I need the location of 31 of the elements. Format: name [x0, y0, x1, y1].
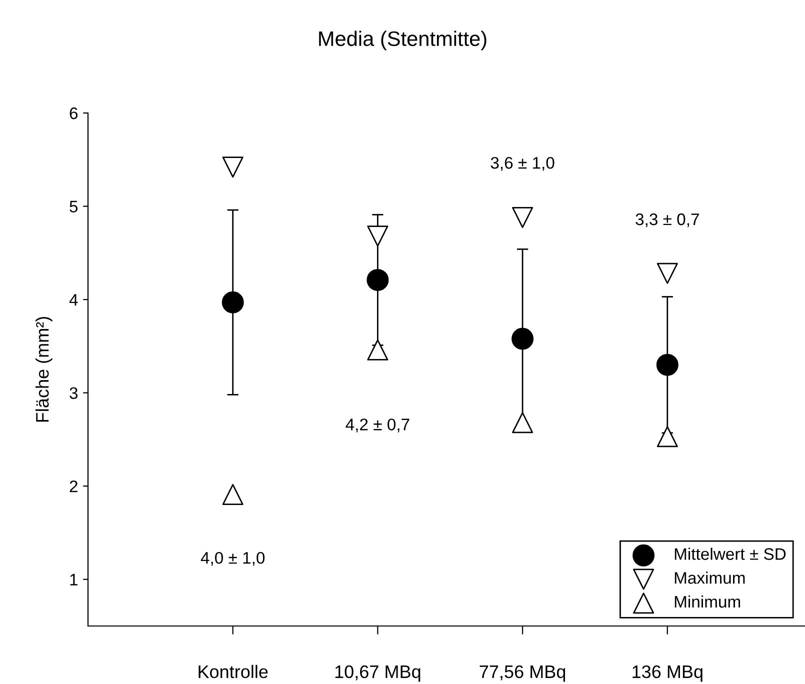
point — [656, 426, 678, 448]
point — [367, 339, 388, 360]
point — [656, 354, 678, 376]
y-tick-label: 5 — [70, 200, 78, 212]
y-tick-label: 2 — [70, 480, 78, 492]
point — [512, 328, 534, 350]
point — [512, 412, 534, 434]
point — [367, 226, 388, 247]
legend-label: Mittelwert ± SD — [674, 548, 786, 560]
x-tick-label: Kontrolle — [198, 664, 268, 678]
annotation: 4,2 ± 0,7 — [346, 418, 410, 432]
legend-label: Minimum — [674, 595, 740, 608]
annotation: 3,3 ± 0,7 — [636, 213, 699, 228]
point — [512, 206, 534, 228]
annotation: 3,6 ± 1,0 — [490, 156, 554, 171]
legend-label: Maximum — [674, 572, 745, 584]
chart-title: Media (Stentmitte) — [319, 30, 486, 50]
y-tick-label: 3 — [70, 387, 78, 400]
x-tick-label: 10,67 MBq — [335, 665, 420, 682]
point — [656, 262, 678, 284]
y-tick-label: 1 — [70, 574, 78, 586]
annotation: 4,0 ± 1,0 — [200, 552, 265, 566]
x-tick-label: 136 MBq — [632, 665, 702, 682]
y-tick-label: 6 — [70, 107, 78, 120]
point — [222, 484, 244, 505]
y-axis-title: Fläche (mm²) — [36, 316, 52, 422]
point — [366, 268, 389, 291]
point — [222, 156, 244, 178]
y-tick-label: 4 — [69, 294, 78, 306]
x-tick-label: 77,56 MBq — [480, 665, 566, 682]
point — [222, 291, 244, 314]
